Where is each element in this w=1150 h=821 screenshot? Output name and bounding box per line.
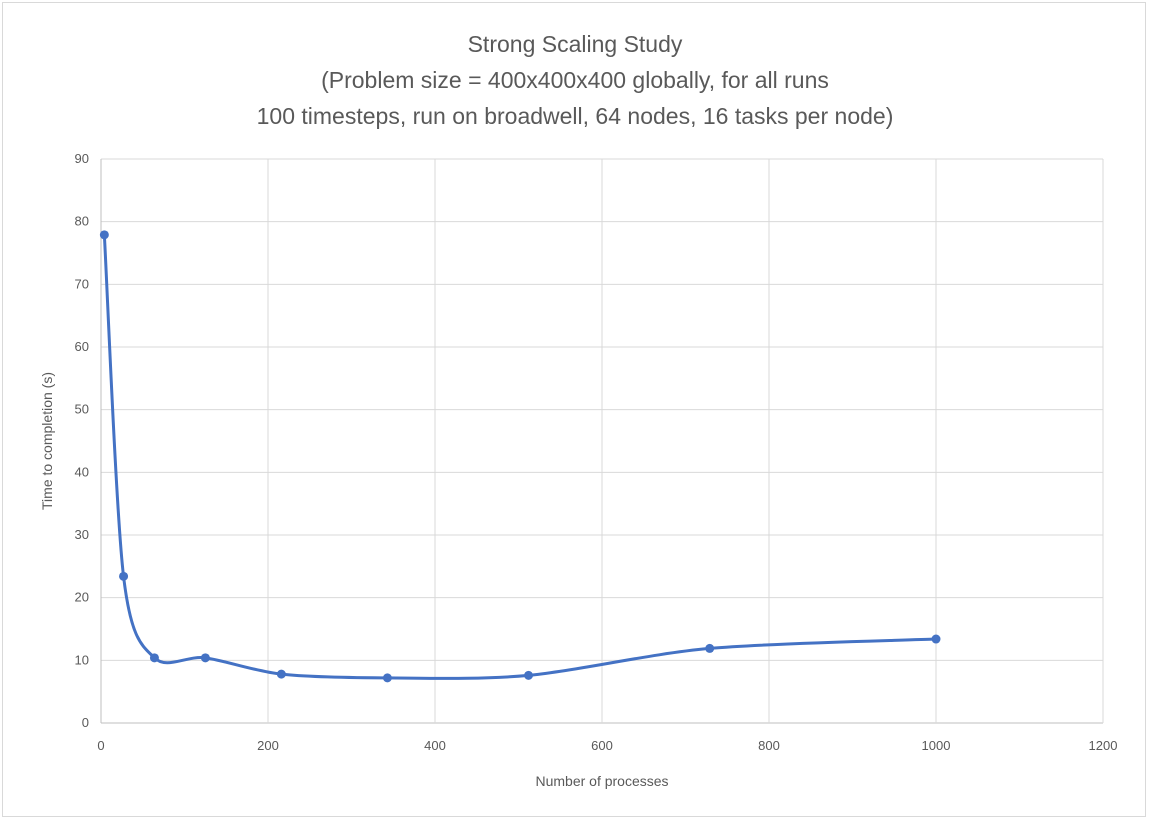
x-tick-label: 800: [758, 738, 780, 753]
x-axis-title: Number of processes: [535, 773, 668, 789]
y-tick-label: 20: [75, 590, 89, 605]
y-axis-title: Time to completion (s): [39, 372, 55, 510]
data-point: [705, 643, 715, 653]
tick-labels: 0 10 20 30 40 50 60 70 80 90 0 200 400 600 800 1000 1200: [75, 151, 1118, 753]
x-tick-label: 1000: [922, 738, 951, 753]
y-tick-label: 70: [75, 276, 89, 291]
chart-title-line-1: Strong Scaling Study: [467, 31, 683, 57]
data-point: [382, 673, 392, 683]
series: [99, 230, 941, 683]
chart-title-line-3: 100 timesteps, run on broadwell, 64 node…: [256, 103, 894, 129]
series-line: [102, 233, 938, 680]
y-tick-label: 40: [75, 464, 89, 479]
x-tick-label: 400: [424, 738, 446, 753]
y-tick-label: 90: [75, 151, 89, 166]
y-tick-label: 0: [82, 715, 89, 730]
data-point: [99, 230, 109, 240]
x-tick-label: 0: [97, 738, 104, 753]
data-point: [931, 634, 941, 644]
data-point: [276, 669, 286, 679]
gridlines: [100, 158, 1104, 724]
data-point: [149, 653, 159, 663]
y-tick-label: 60: [75, 339, 89, 354]
y-tick-label: 30: [75, 527, 89, 542]
x-tick-label: 1200: [1089, 738, 1118, 753]
data-point: [524, 670, 534, 680]
y-tick-label: 80: [75, 214, 89, 229]
data-point: [200, 653, 210, 663]
chart-title-line-2: (Problem size = 400x400x400 globally, fo…: [321, 67, 829, 93]
x-tick-label: 200: [257, 738, 279, 753]
x-tick-label: 600: [591, 738, 613, 753]
y-tick-label: 10: [75, 652, 89, 667]
y-tick-label: 50: [75, 402, 89, 417]
data-point: [119, 571, 129, 581]
